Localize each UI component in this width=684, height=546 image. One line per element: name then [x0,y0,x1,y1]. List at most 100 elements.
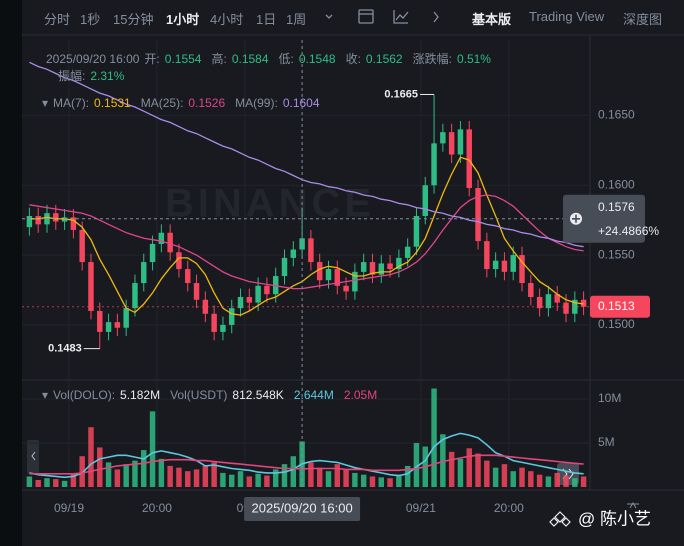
candle-body [501,260,508,272]
candle-body [404,246,411,258]
volume-bar [246,476,253,487]
volume-bar [580,476,587,487]
volume-bar [35,479,41,487]
candle-body [281,257,288,277]
volume-bar [440,434,446,487]
value: 812.548K [232,388,284,402]
volume-bar [475,453,481,487]
candle-body [272,276,279,295]
volume-bar [44,478,50,487]
candle-body [484,241,490,270]
interval-tab[interactable]: 1秒 [80,12,101,27]
crosshair-time: 2025/09/20 16:00 [46,51,140,66]
volume-bar [255,473,261,487]
volume-bar [308,462,314,487]
volume-bar [378,477,385,487]
crosshair-price-box [563,194,645,243]
volume-bar [79,456,85,487]
volume-bar [88,427,94,487]
volume-bar [492,467,499,487]
candle-body [176,252,182,270]
ohlc-legend: 2025/09/20 16:00 开: 0.1554 高: 0.1584 低: 0.1… [46,50,496,67]
view-tab[interactable]: 深度图 [623,12,663,27]
crosshair-change: +24.4866% [598,224,659,238]
candle-body [26,215,33,228]
volume-bar [352,472,358,487]
candle-body [158,232,165,244]
candle-body [185,269,191,284]
candle-body [378,263,385,275]
last-price: 0.1513 [598,299,635,313]
crosshair-price: 0.1576 [598,200,635,214]
value: 0.1604 [282,96,320,110]
line [29,194,584,290]
value: 0.1554 [164,51,202,66]
view-tab[interactable]: Trading View [529,9,605,24]
y-tick-label: 10M [598,391,621,405]
x-tick-label: 09/19 [54,501,84,515]
volume-bar [123,464,129,487]
candle-body [202,299,209,314]
volume-bar [316,467,323,487]
volume-bar [563,475,569,487]
candle-body [193,283,200,300]
candle-body [308,238,314,263]
volume-bar [176,467,182,487]
icon [572,214,580,223]
label: Vol(USDT) [170,388,228,402]
icon [31,451,36,461]
caret: ▾ [42,388,49,402]
volume-bar [132,460,138,487]
candles [26,94,587,349]
interval-tab[interactable]: 1日 [256,12,277,27]
candle-body [228,308,235,325]
volume-bar [167,465,173,487]
toolbar-icons [325,9,439,24]
volume-bar [228,474,235,487]
value: 2.644M [293,388,334,402]
interval-tab[interactable]: 1小时 [166,12,200,27]
value: 2.05M [343,388,378,402]
volume-bar [545,476,552,487]
volume-bar [141,450,147,487]
candle-body [563,302,569,314]
volume-bar [528,471,534,487]
volume-bar [202,465,209,487]
candle-body [290,249,297,258]
y-tick-label: 5M [598,435,615,449]
volume-bar [290,456,297,487]
y-tick-label: 0.1600 [598,177,635,191]
candle-body [528,283,534,297]
candle-body [105,322,112,332]
candle-body [457,129,464,155]
amplitude-legend: 振幅: 2.31% [58,67,124,84]
candle-body [167,232,173,253]
volume-bar [431,388,437,487]
label: 高: [211,52,227,66]
view-tab[interactable]: 基本版 [472,12,512,27]
candle-body [132,283,138,309]
candle-body [325,269,332,281]
interval-tab[interactable]: 15分钟 [113,12,154,27]
candle-body [114,322,121,328]
volume-bar [53,479,59,487]
candle-body [53,213,59,222]
interval-tab[interactable]: 4小时 [210,12,244,27]
volume-bar [572,478,578,487]
candle-body [466,129,472,189]
high-label: 0.1665 [384,88,418,100]
volume-bar [387,478,393,487]
line [29,156,584,316]
volume-bar [193,469,200,487]
value: 2.31% [90,68,125,83]
candle-body [79,229,85,263]
candle-body [255,285,261,303]
crosshair-time: 2025/09/20 16:00 [251,500,352,515]
candle-body [431,143,437,186]
settings-icon[interactable] [627,502,639,509]
volume-bar [457,458,464,487]
interval-tab[interactable]: 分时 [44,12,71,27]
candle-body [536,296,543,309]
interval-tab[interactable]: 1周 [286,12,307,27]
candle-body [299,238,305,250]
